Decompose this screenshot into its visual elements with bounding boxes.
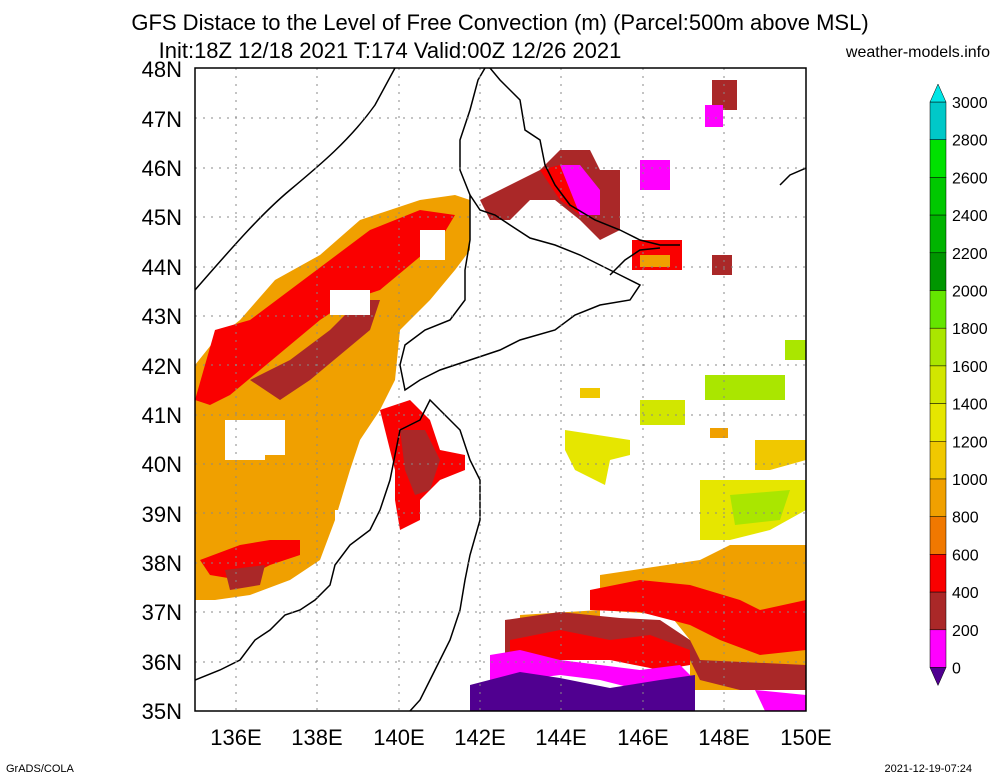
colorbar-swatch: [929, 441, 947, 480]
colorbar-max-arrow: [929, 83, 947, 103]
colorbar-swatch: [929, 214, 947, 254]
gridlines: [195, 68, 806, 711]
colorbar-label: 400: [952, 585, 979, 602]
lat-label: 37N: [142, 600, 182, 625]
lon-label: 148E: [698, 725, 749, 750]
site-credit: weather-models.info: [845, 44, 990, 61]
colorbar-label: 1400: [952, 397, 988, 414]
colorbar-label: 2800: [952, 133, 988, 150]
plot-frame: [194, 67, 807, 712]
colorbar-label: 2400: [952, 208, 988, 225]
lat-label: 43N: [142, 304, 182, 329]
colorbar: 3000280026002400220020001800160014001200…: [929, 83, 988, 687]
colorbar-swatch: [929, 252, 947, 291]
lat-label: 36N: [142, 650, 182, 675]
colorbar-label: 600: [952, 547, 979, 564]
lat-label: 40N: [142, 452, 182, 477]
chart-subtitle: Init:18Z 12/18 2021 T:174 Valid:00Z 12/2…: [158, 38, 622, 63]
colorbar-label: 1200: [952, 434, 988, 451]
lon-label: 150E: [780, 725, 831, 750]
colorbar-swatch: [929, 554, 947, 593]
lat-label: 41N: [142, 403, 182, 428]
colorbar-swatch: [929, 478, 947, 517]
lat-label: 44N: [142, 255, 182, 280]
colorbar-label: 1800: [952, 321, 988, 338]
lfc-field: [195, 80, 806, 711]
lat-label: 39N: [142, 502, 182, 527]
colorbar-swatch: [929, 591, 947, 631]
lat-label: 48N: [142, 57, 182, 82]
colorbar-swatch: [929, 290, 947, 329]
colorbar-swatch: [929, 139, 947, 178]
lon-label: 138E: [291, 725, 342, 750]
colorbar-label: 1000: [952, 472, 988, 489]
colorbar-swatch: [929, 629, 947, 668]
colorbar-swatch: [929, 365, 947, 404]
colorbar-label: 800: [952, 510, 979, 527]
latitude-axis: 48N 47N 46N 45N 44N 43N 42N 41N 40N 39N …: [142, 57, 182, 724]
lat-label: 42N: [142, 354, 182, 379]
colorbar-label: 2000: [952, 284, 988, 301]
colorbar-label: 200: [952, 623, 979, 640]
lat-label: 47N: [142, 107, 182, 132]
lat-label: 46N: [142, 156, 182, 181]
colorbar-swatch: [929, 403, 947, 442]
colorbar-label: 1600: [952, 359, 988, 376]
lat-label: 38N: [142, 551, 182, 576]
longitude-axis: 136E 138E 140E 142E 144E 146E 148E 150E: [210, 725, 831, 750]
lon-label: 142E: [454, 725, 505, 750]
footer-timestamp: 2021-12-19-07:24: [884, 763, 972, 775]
lon-label: 146E: [617, 725, 668, 750]
coastlines: [195, 68, 806, 711]
colorbar-label: 0: [952, 661, 961, 678]
footer-credit: GrADS/COLA: [6, 763, 74, 775]
lon-label: 140E: [373, 725, 424, 750]
lat-label: 35N: [142, 699, 182, 724]
chart-title: GFS Distace to the Level of Free Convect…: [131, 10, 869, 35]
colorbar-label: 2200: [952, 246, 988, 263]
colorbar-swatch: [929, 516, 947, 555]
lon-label: 144E: [535, 725, 586, 750]
colorbar-min-arrow: [929, 667, 947, 687]
colorbar-label: 3000: [952, 95, 988, 112]
colorbar-swatch: [929, 327, 947, 367]
lat-label: 45N: [142, 205, 182, 230]
colorbar-swatch: [929, 177, 947, 216]
colorbar-label: 2600: [952, 170, 988, 187]
lon-label: 136E: [210, 725, 261, 750]
colorbar-swatch: [929, 101, 947, 140]
